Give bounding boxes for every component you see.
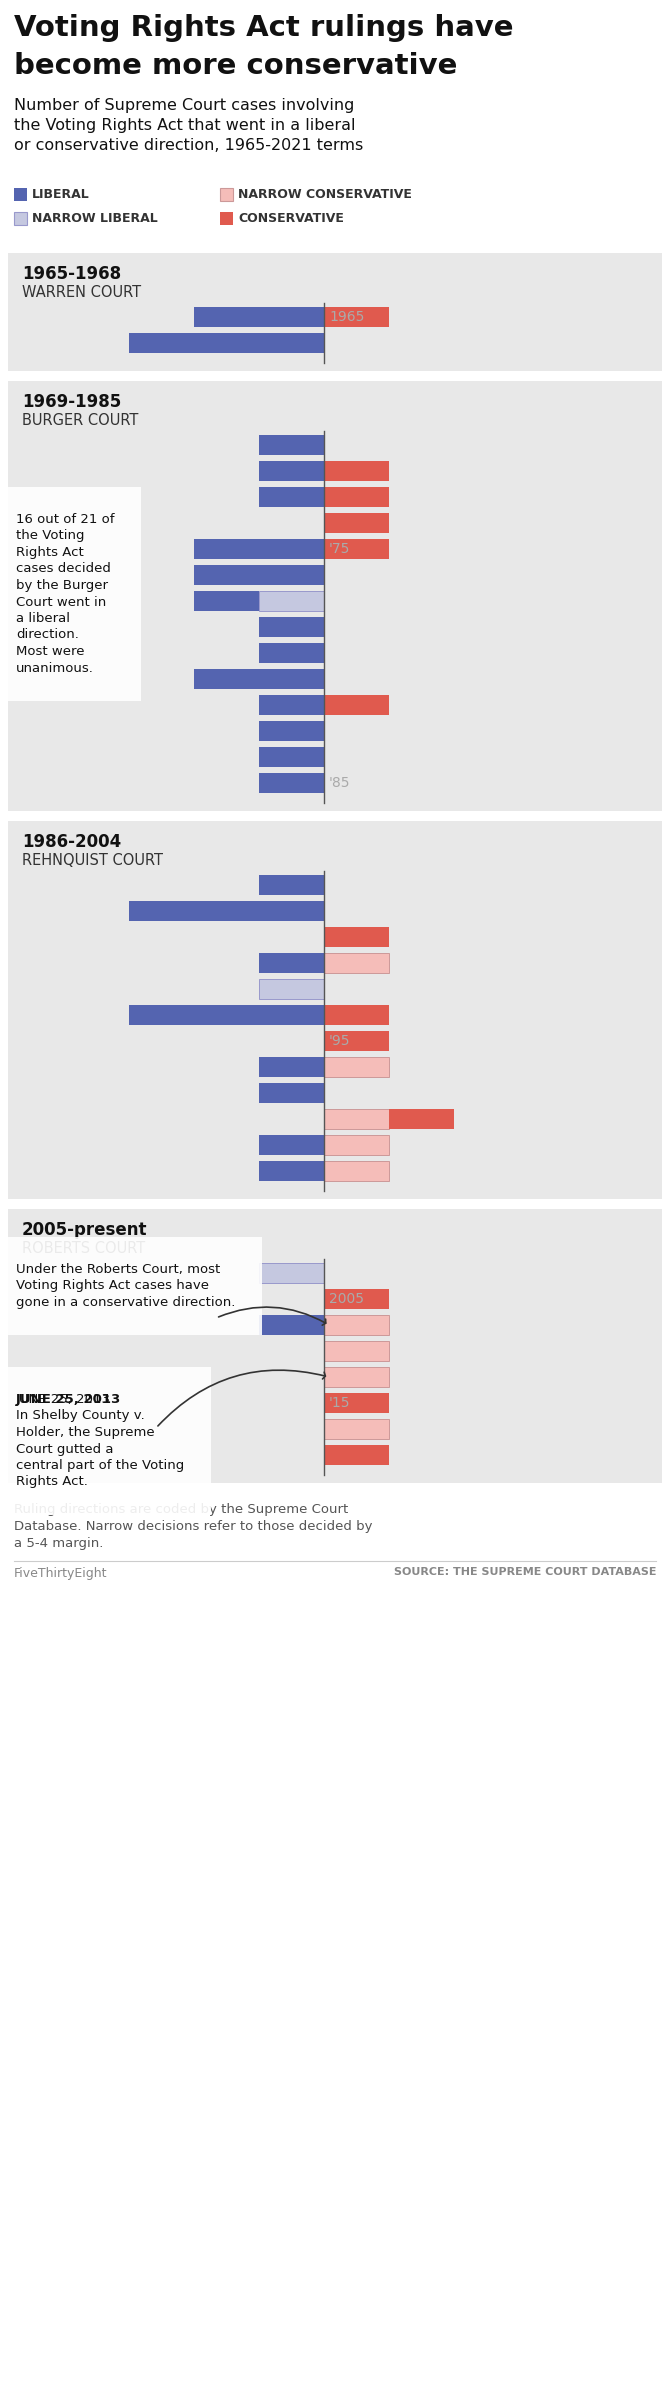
Bar bbox=[259, 1162, 324, 1181]
Bar bbox=[324, 1418, 389, 1440]
Text: '75: '75 bbox=[329, 541, 350, 556]
Bar bbox=[259, 774, 324, 793]
Text: '15: '15 bbox=[329, 1397, 350, 1409]
Bar bbox=[324, 1315, 389, 1335]
Bar bbox=[324, 513, 389, 532]
Text: Number of Supreme Court cases involving
the Voting Rights Act that went in a lib: Number of Supreme Court cases involving … bbox=[14, 98, 363, 153]
Bar bbox=[259, 1315, 324, 1335]
Text: 2005-present: 2005-present bbox=[22, 1222, 147, 1239]
Bar bbox=[194, 539, 324, 558]
Bar bbox=[324, 1030, 389, 1052]
Text: NARROW CONSERVATIVE: NARROW CONSERVATIVE bbox=[238, 187, 412, 201]
Bar bbox=[8, 254, 662, 371]
Text: 1965-1968: 1965-1968 bbox=[22, 266, 121, 283]
Bar bbox=[324, 1162, 389, 1181]
Bar bbox=[259, 436, 324, 455]
Bar bbox=[129, 1004, 324, 1025]
Bar bbox=[129, 901, 324, 920]
Bar bbox=[220, 211, 233, 225]
Bar bbox=[324, 307, 389, 326]
Bar bbox=[324, 954, 389, 973]
Bar bbox=[389, 1109, 454, 1129]
Text: 2005: 2005 bbox=[329, 1291, 364, 1306]
Bar bbox=[324, 1392, 389, 1414]
Bar bbox=[259, 486, 324, 508]
Text: SOURCE: THE SUPREME COURT DATABASE: SOURCE: THE SUPREME COURT DATABASE bbox=[393, 1567, 656, 1577]
Bar bbox=[324, 1109, 389, 1129]
Bar bbox=[194, 565, 324, 585]
Bar bbox=[324, 1445, 389, 1464]
Text: 1969-1985: 1969-1985 bbox=[22, 393, 121, 412]
Bar bbox=[324, 1368, 389, 1387]
Bar bbox=[8, 381, 662, 810]
Text: '95: '95 bbox=[329, 1035, 350, 1047]
Bar bbox=[259, 592, 324, 611]
Bar bbox=[324, 1342, 389, 1361]
Bar bbox=[324, 1136, 389, 1155]
Bar bbox=[194, 592, 259, 611]
Text: 1986-2004: 1986-2004 bbox=[22, 834, 121, 851]
Bar bbox=[259, 1263, 324, 1282]
Text: LIBERAL: LIBERAL bbox=[32, 187, 90, 201]
Bar bbox=[259, 460, 324, 482]
Bar bbox=[324, 460, 389, 482]
Bar bbox=[259, 748, 324, 767]
Bar bbox=[14, 187, 27, 201]
Text: BURGER COURT: BURGER COURT bbox=[22, 412, 139, 429]
Bar bbox=[259, 695, 324, 714]
Text: Ruling directions are coded by the Supreme Court
Database. Narrow decisions refe: Ruling directions are coded by the Supre… bbox=[14, 1502, 373, 1550]
Bar bbox=[324, 927, 389, 946]
Text: NARROW LIBERAL: NARROW LIBERAL bbox=[32, 211, 157, 225]
Bar bbox=[8, 822, 662, 1198]
Text: FiveThirtyEight: FiveThirtyEight bbox=[14, 1567, 107, 1579]
Bar bbox=[259, 642, 324, 664]
Text: WARREN COURT: WARREN COURT bbox=[22, 285, 141, 300]
Bar bbox=[259, 875, 324, 896]
Bar bbox=[259, 618, 324, 637]
Bar bbox=[8, 1210, 662, 1483]
Bar bbox=[194, 668, 324, 690]
Bar bbox=[324, 695, 389, 714]
Bar bbox=[259, 721, 324, 740]
Bar bbox=[129, 333, 324, 352]
Text: '85: '85 bbox=[329, 776, 350, 791]
Bar bbox=[324, 486, 389, 508]
Text: ROBERTS COURT: ROBERTS COURT bbox=[22, 1241, 145, 1256]
Text: REHNQUIST COURT: REHNQUIST COURT bbox=[22, 853, 163, 867]
Text: JUNE 25, 2013: JUNE 25, 2013 bbox=[16, 1392, 121, 1406]
Bar bbox=[259, 1083, 324, 1102]
Bar bbox=[324, 1289, 389, 1308]
Bar bbox=[14, 211, 27, 225]
Bar bbox=[324, 1057, 389, 1076]
Bar bbox=[220, 187, 233, 201]
Bar bbox=[259, 1136, 324, 1155]
Bar bbox=[259, 1057, 324, 1076]
Text: 16 out of 21 of
the Voting
Rights Act
cases decided
by the Burger
Court went in
: 16 out of 21 of the Voting Rights Act ca… bbox=[16, 513, 115, 676]
Text: Under the Roberts Court, most
Voting Rights Act cases have
gone in a conservativ: Under the Roberts Court, most Voting Rig… bbox=[16, 1263, 235, 1308]
Bar bbox=[324, 1004, 389, 1025]
Text: become more conservative: become more conservative bbox=[14, 53, 458, 79]
Bar bbox=[194, 307, 324, 326]
Bar bbox=[324, 539, 389, 558]
Text: JUNE 25, 2013
In Shelby County v.
Holder, the Supreme
Court gutted a
central par: JUNE 25, 2013 In Shelby County v. Holder… bbox=[16, 1392, 184, 1488]
Bar bbox=[259, 980, 324, 999]
Text: Voting Rights Act rulings have: Voting Rights Act rulings have bbox=[14, 14, 513, 43]
Text: 1965: 1965 bbox=[329, 309, 364, 323]
Text: CONSERVATIVE: CONSERVATIVE bbox=[238, 211, 344, 225]
Bar bbox=[259, 954, 324, 973]
